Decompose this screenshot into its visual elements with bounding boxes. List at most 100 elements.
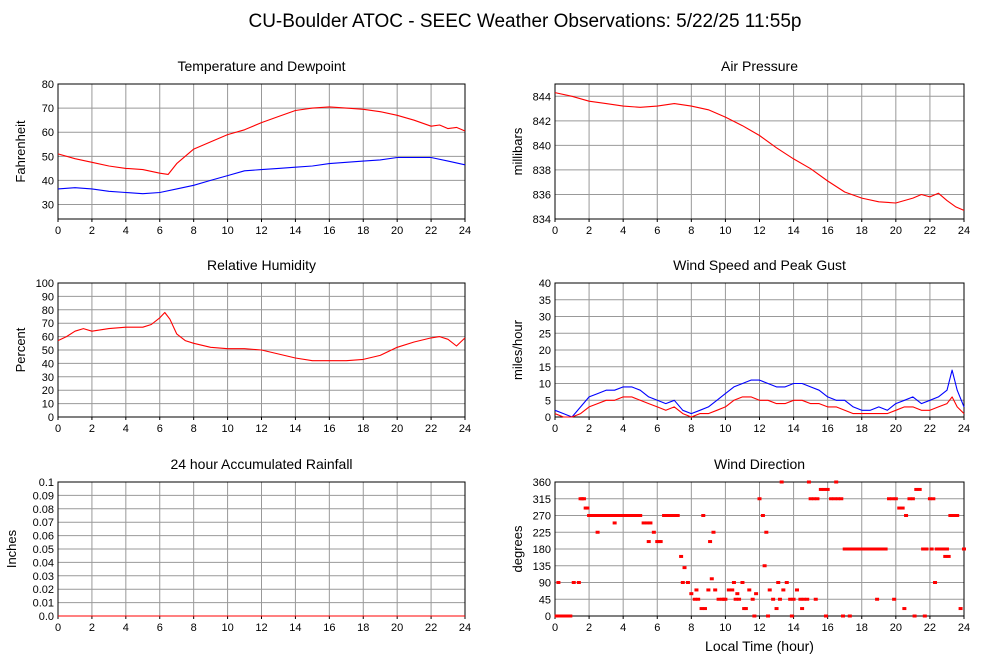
direction-point: [834, 480, 839, 484]
direction-point: [641, 521, 646, 525]
direction-point: [682, 566, 687, 570]
direction-point: [849, 547, 854, 551]
direction-point: [726, 588, 731, 592]
direction-point: [812, 497, 817, 501]
direction-point: [789, 614, 794, 618]
x-tick-label: 18: [357, 622, 369, 634]
direction-point: [788, 597, 793, 601]
x-tick-label: 22: [425, 622, 437, 634]
direction-point: [890, 497, 895, 501]
direction-point: [587, 514, 592, 517]
y-tick-label: 0: [545, 412, 551, 424]
direction-point: [668, 514, 673, 517]
direction-point: [651, 530, 656, 534]
x-tick-label: 20: [890, 622, 902, 634]
direction-point: [944, 547, 949, 551]
x-tick-label: 10: [719, 622, 731, 634]
x-tick-label: 10: [221, 622, 233, 634]
direction-point: [760, 514, 765, 517]
y-tick-label: 0.07: [33, 517, 54, 529]
y-tick-label: 0: [545, 611, 551, 623]
y-tick-label: 5: [545, 395, 551, 407]
x-tick-label: 8: [191, 622, 197, 634]
y-axis-label: miles/hour: [510, 319, 525, 380]
y-tick-label: 270: [533, 511, 551, 523]
direction-point: [876, 547, 881, 551]
x-tick-label: 0: [552, 225, 558, 237]
direction-point: [604, 514, 609, 517]
x-tick-label: 16: [822, 622, 834, 634]
direction-point: [813, 597, 818, 601]
direction-point: [859, 547, 864, 551]
x-tick-label: 12: [255, 423, 267, 435]
direction-point: [737, 597, 742, 601]
direction-point: [941, 547, 946, 551]
y-tick-label: 10: [42, 399, 54, 411]
y-tick-label: 225: [533, 527, 551, 539]
x-tick-label: 6: [654, 622, 660, 634]
direction-point: [696, 597, 701, 601]
direction-point: [825, 487, 830, 491]
direction-point: [621, 514, 626, 517]
direction-point: [907, 497, 912, 501]
direction-point: [806, 480, 811, 484]
direction-point: [665, 514, 670, 517]
direction-point: [781, 588, 786, 592]
direction-point: [794, 588, 799, 592]
x-tick-label: 18: [856, 225, 868, 237]
direction-point: [646, 540, 651, 544]
direction-point: [610, 514, 615, 517]
direction-point: [742, 607, 747, 611]
series-line-1: [57, 311, 466, 362]
x-tick-label: 2: [586, 423, 592, 435]
x-tick-label: 22: [924, 622, 936, 634]
direction-point: [740, 581, 745, 584]
y-tick-label: 0.02: [33, 584, 54, 596]
direction-point: [692, 597, 697, 601]
direction-point: [962, 547, 966, 551]
direction-point: [791, 597, 796, 601]
x-tick-label: 6: [654, 423, 660, 435]
x-tick-label: 10: [719, 423, 731, 435]
x-tick-label: 10: [221, 423, 233, 435]
direction-point: [634, 514, 639, 517]
direction-point: [924, 547, 929, 551]
y-tick-label: 135: [533, 561, 551, 573]
x-tick-label: 12: [753, 423, 765, 435]
direction-point: [593, 514, 598, 517]
x-tick-label: 14: [289, 622, 301, 634]
direction-point: [914, 487, 919, 491]
direction-point: [929, 547, 934, 551]
y-tick-label: 50: [42, 345, 54, 357]
x-tick-label: 20: [890, 423, 902, 435]
chart-title: Temperature and Dewpoint: [177, 58, 345, 74]
x-tick-label: 22: [425, 423, 437, 435]
plot-frame: [57, 83, 466, 220]
direction-point: [675, 514, 680, 517]
direction-point: [685, 581, 690, 584]
direction-point: [595, 530, 600, 534]
direction-point: [689, 592, 694, 596]
x-tick-label: 20: [391, 423, 403, 435]
direction-point: [708, 540, 713, 544]
y-tick-label: 0: [48, 412, 54, 424]
y-tick-label: 0.0: [39, 611, 54, 623]
x-tick-label: 2: [586, 622, 592, 634]
direction-point: [558, 614, 563, 618]
chart-title: Wind Direction: [714, 456, 805, 472]
y-tick-label: 0.03: [33, 571, 54, 583]
x-tick-label: 8: [191, 423, 197, 435]
direction-point: [648, 521, 653, 525]
direction-point: [766, 614, 771, 618]
x-tick-label: 24: [459, 225, 471, 237]
direction-point: [568, 614, 573, 618]
direction-point: [883, 547, 888, 551]
x-tick-label: 4: [620, 622, 626, 634]
x-tick-label: 4: [620, 225, 626, 237]
series-line-2: [554, 396, 965, 418]
y-tick-label: 70: [42, 318, 54, 330]
y-tick-label: 0.04: [33, 557, 54, 569]
